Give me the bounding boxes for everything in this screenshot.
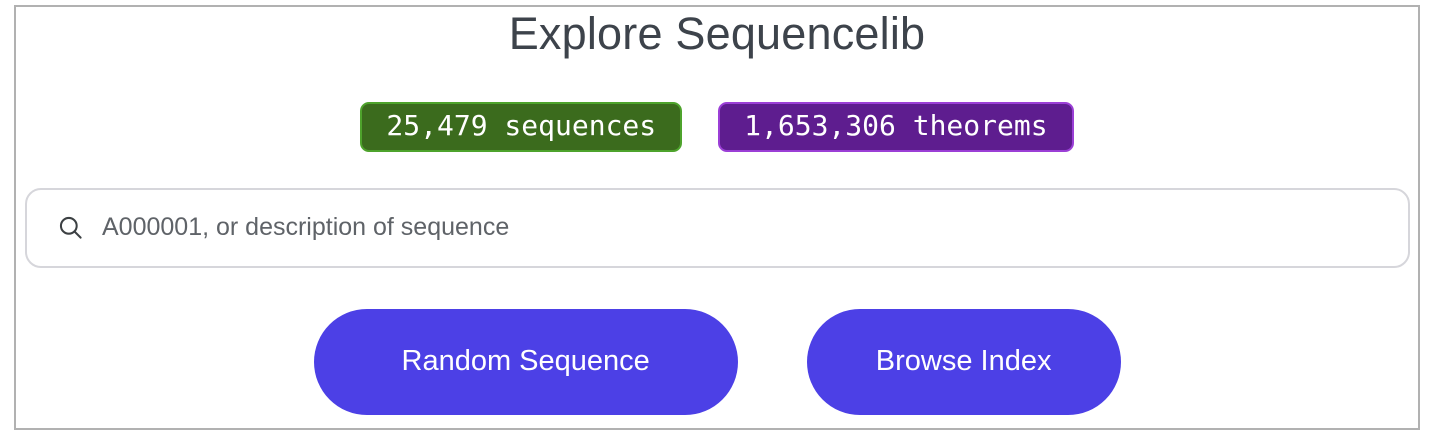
random-sequence-button[interactable]: Random Sequence [313, 308, 738, 415]
browse-index-button[interactable]: Browse Index [806, 308, 1121, 415]
action-buttons-row: Random Sequence Browse Index [16, 308, 1418, 415]
sequences-count-badge: 25,479 sequences [360, 102, 683, 153]
page-title: Explore Sequencelib [508, 8, 926, 59]
search-icon [59, 217, 82, 239]
stats-badges-row: 25,479 sequences 1,653,306 theorems [16, 102, 1418, 153]
explore-card: Explore Sequencelib 25,479 sequences 1,6… [14, 5, 1420, 430]
theorems-count-badge: 1,653,306 theorems [718, 102, 1074, 153]
search-input[interactable] [102, 213, 1388, 243]
search-bar[interactable] [25, 187, 1410, 268]
